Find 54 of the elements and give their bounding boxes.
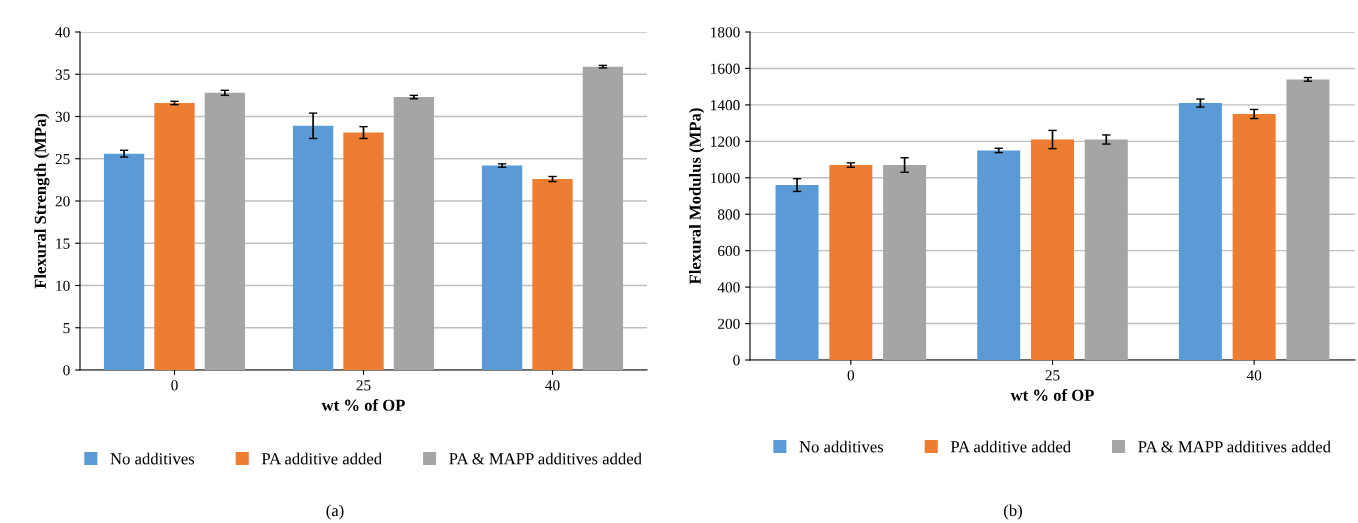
y-tick-label: 0: [733, 355, 740, 366]
y-axis-title: Flexural Modulus (MPa): [689, 108, 705, 285]
y-tick-label: 600: [718, 245, 740, 257]
bar: [883, 165, 927, 360]
y-axis-title: Flexural Strength (MPa): [34, 113, 50, 289]
bar: [204, 92, 246, 370]
y-tick-label: 800: [717, 209, 740, 220]
x-tick-label: 25: [1045, 370, 1060, 381]
y-tick-label: 1000: [711, 172, 740, 184]
legend-label: No additives: [799, 440, 884, 453]
y-tick-label: 1600: [711, 63, 740, 74]
y-tick-label: 10: [56, 280, 70, 291]
bar: [343, 132, 384, 370]
bar: [829, 165, 873, 360]
bar: [582, 66, 624, 370]
bar: [154, 102, 195, 370]
bar: [1232, 114, 1276, 360]
y-tick-label: 40: [55, 27, 70, 38]
bar: [481, 165, 523, 370]
y-tick-label: 25: [55, 153, 70, 165]
x-tick-label: 0: [171, 380, 178, 391]
legend-label: No additives: [110, 452, 195, 465]
bar: [1286, 79, 1330, 360]
y-tick-label: 20: [55, 196, 70, 207]
y-tick-label: 400: [717, 282, 740, 293]
y-tick-label: 30: [55, 111, 70, 122]
y-tick-label: 1200: [711, 136, 740, 147]
legend-label: PA & MAPP additives added: [1138, 440, 1331, 453]
y-tick-label: 35: [55, 69, 70, 80]
x-tick-label: 40: [545, 380, 560, 391]
x-axis-title: wt % of OP: [321, 398, 405, 411]
bar: [1178, 103, 1222, 360]
bar: [393, 97, 435, 370]
y-tick-label: 5: [63, 323, 70, 334]
x-axis-title: wt % of OP: [1010, 388, 1094, 401]
bar: [532, 179, 573, 370]
bar: [292, 125, 334, 370]
bar: [977, 150, 1021, 360]
y-tick-label: 1400: [711, 100, 740, 111]
bar: [1030, 139, 1075, 360]
bar: [775, 185, 819, 360]
legend-label: PA additive added: [950, 440, 1071, 453]
y-tick-label: 200: [718, 318, 740, 330]
y-tick-label: 15: [56, 238, 70, 249]
text: (b): [1004, 504, 1022, 520]
x-tick-label: 25: [356, 380, 371, 391]
text: (a): [326, 504, 344, 520]
legend-label: PA additive added: [261, 452, 382, 465]
x-tick-label: 0: [847, 370, 855, 381]
y-tick-label: 1800: [711, 27, 740, 38]
legend-label: PA & MAPP additives added: [449, 452, 642, 465]
bar: [103, 153, 145, 370]
x-tick-label: 40: [1246, 370, 1262, 381]
bar: [1084, 139, 1128, 360]
